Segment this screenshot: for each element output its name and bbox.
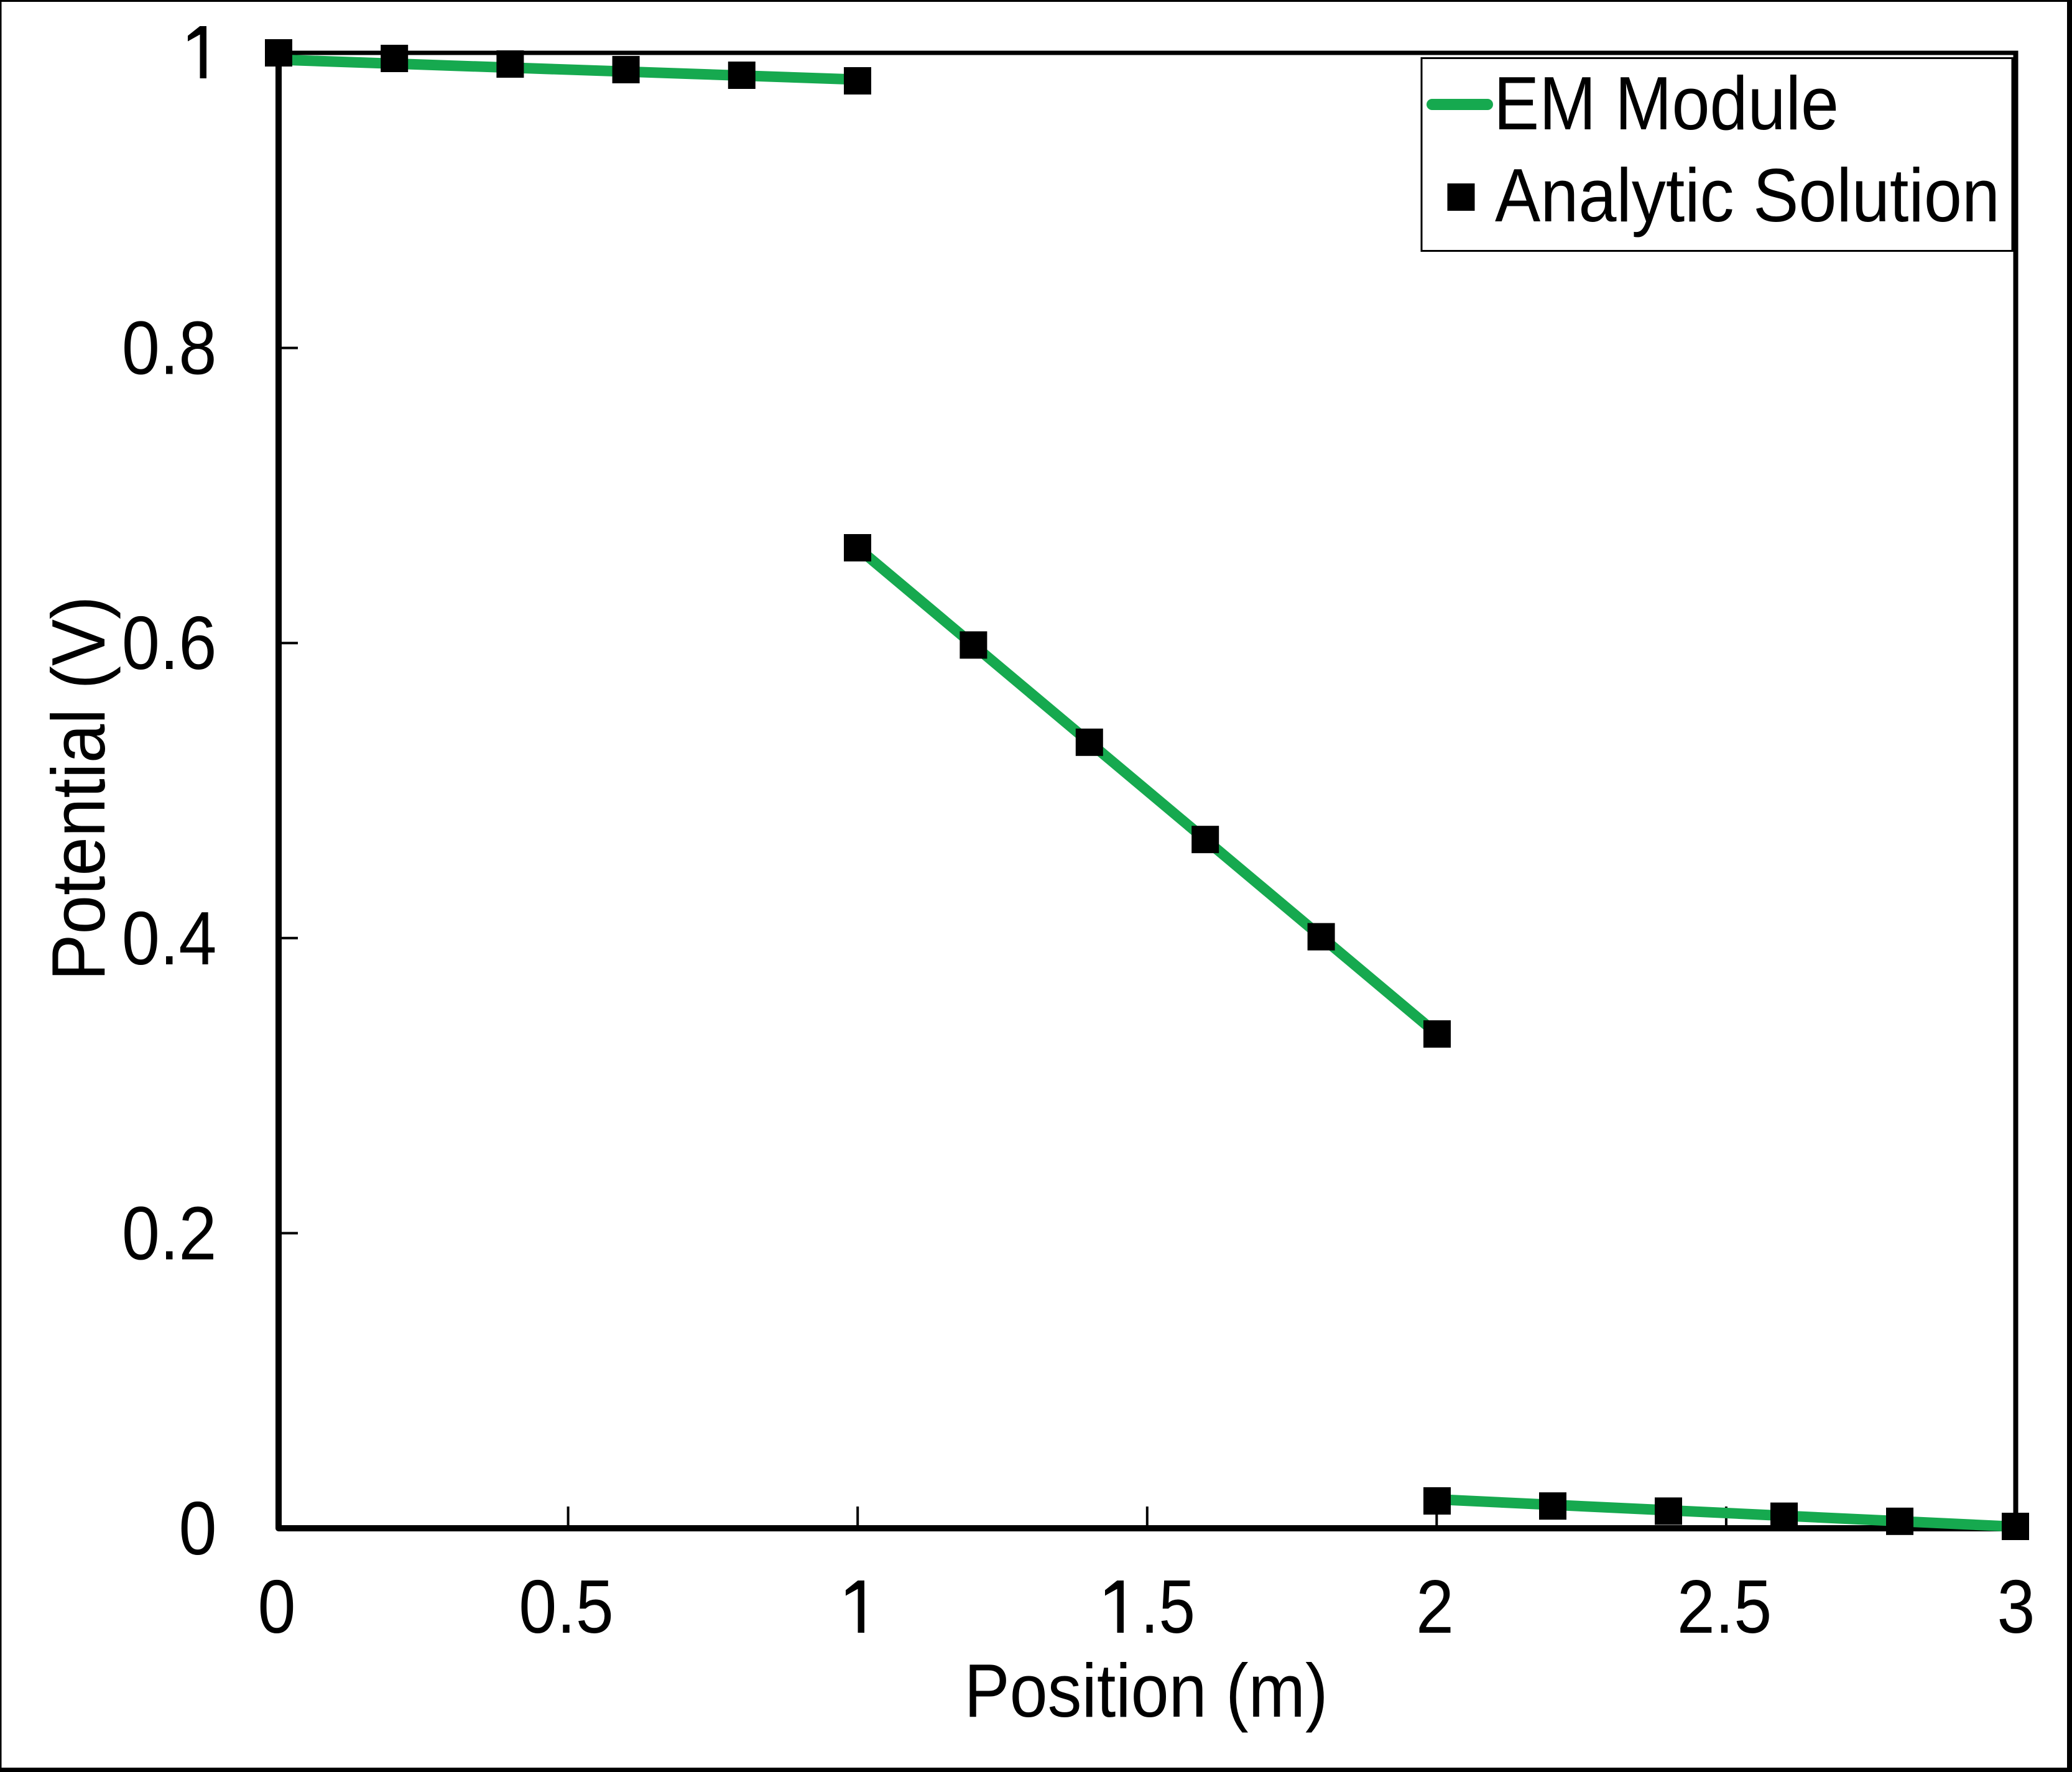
- svg-text:EM Module: EM Module: [1494, 61, 1839, 145]
- svg-text:.5: .5: [1140, 1564, 1195, 1649]
- svg-text:3: 3: [1997, 1564, 2035, 1649]
- svg-text:Position (m): Position (m): [964, 1648, 1328, 1733]
- svg-text:Analytic Solution: Analytic Solution: [1495, 153, 2000, 238]
- svg-text:0.5: 0.5: [519, 1564, 614, 1649]
- svg-text:0.4: 0.4: [122, 896, 217, 981]
- svg-text:2.5: 2.5: [1677, 1564, 1772, 1649]
- svg-text:2: 2: [1416, 1564, 1454, 1649]
- svg-text:Potential (V): Potential (V): [36, 596, 121, 981]
- svg-text:0.6: 0.6: [122, 601, 217, 685]
- svg-text:0.2: 0.2: [122, 1191, 217, 1275]
- svg-text:0: 0: [258, 1564, 296, 1649]
- svg-text:0.8: 0.8: [122, 306, 217, 390]
- svg-text:0: 0: [179, 1486, 217, 1571]
